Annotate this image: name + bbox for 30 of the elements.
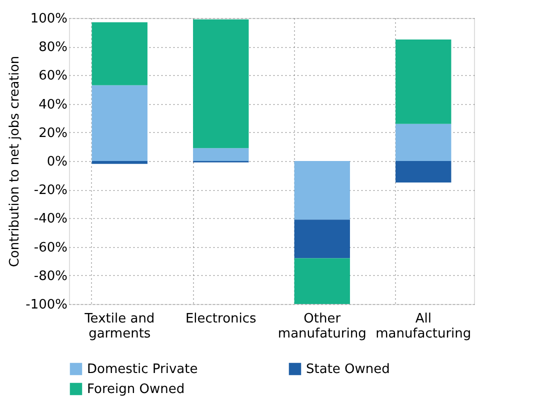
bar xyxy=(294,220,350,258)
y-tick-label: -40% xyxy=(34,212,68,227)
y-axis-title: Contribution to net jobs creation xyxy=(8,56,23,268)
bar xyxy=(294,258,350,304)
bar xyxy=(193,148,249,161)
bar xyxy=(92,22,148,86)
legend-label: Foreign Owned xyxy=(87,382,185,397)
x-tick-label: Other manufaturing xyxy=(278,312,366,342)
bar xyxy=(92,85,148,161)
y-tick-label: 100% xyxy=(30,12,68,26)
x-tick-label: Textile and garments xyxy=(84,312,155,342)
bar xyxy=(396,39,452,124)
y-tick-label: -80% xyxy=(34,268,68,284)
y-tick-label: -60% xyxy=(34,240,68,256)
y-tick-label: 80% xyxy=(38,40,68,56)
legend-label: Domestic Private xyxy=(87,362,198,377)
y-tick-label: -20% xyxy=(34,183,68,198)
y-tick-label: 60% xyxy=(38,68,68,84)
bar xyxy=(193,19,249,148)
bar xyxy=(294,161,350,220)
legend-label: State Owned xyxy=(306,362,390,377)
bar xyxy=(92,161,148,164)
bar xyxy=(396,124,452,161)
bar xyxy=(396,161,452,182)
x-tick-label: All manufacturing xyxy=(376,312,472,342)
x-tick-label: Electronics xyxy=(185,312,257,326)
y-tick-label: -100% xyxy=(26,298,68,312)
y-tick-label: 0% xyxy=(46,154,68,170)
y-tick-label: 40% xyxy=(38,97,68,112)
y-tick-label: 20% xyxy=(38,126,68,141)
